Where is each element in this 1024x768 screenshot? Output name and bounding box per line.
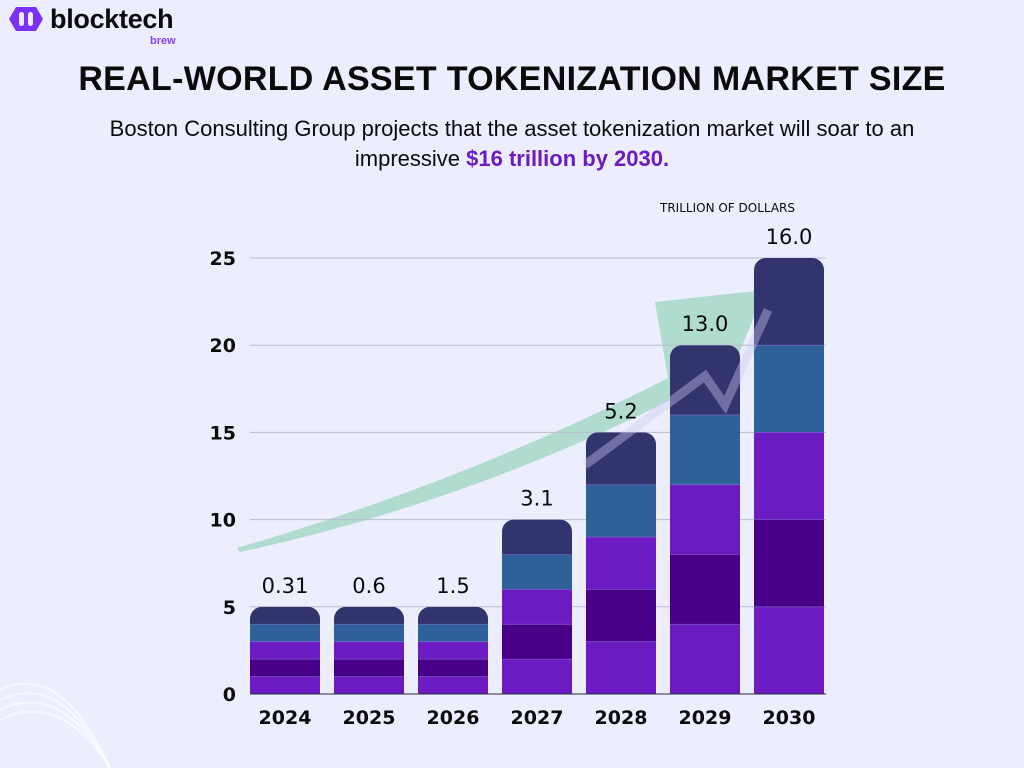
bar-segment (754, 519, 824, 607)
bar-segment (670, 484, 740, 555)
y-tick-label: 25 (210, 248, 236, 270)
bar-segment (502, 554, 572, 590)
bar-segment (334, 624, 404, 642)
x-tick-label: 2027 (511, 707, 564, 729)
bar-segment (586, 641, 656, 694)
bar (418, 606, 488, 694)
x-tick-label: 2030 (763, 707, 816, 729)
bar-segment (502, 589, 572, 625)
y-tick-label: 10 (210, 510, 236, 532)
bar-segment (502, 624, 572, 660)
bar (250, 606, 320, 694)
subtitle-highlight: $16 trillion by 2030. (466, 146, 670, 171)
x-tick-label: 2026 (427, 707, 480, 729)
subtitle-text: Boston Consulting Group projects that th… (109, 116, 915, 171)
bar (670, 345, 740, 694)
bar-segment (586, 484, 656, 538)
bar (586, 432, 656, 694)
bar-segment (754, 606, 824, 694)
bar-segment (418, 676, 488, 694)
y-tick-label: 15 (210, 422, 236, 444)
value-label: 3.1 (520, 487, 553, 511)
value-label: 0.31 (262, 574, 309, 598)
x-tick-label: 2028 (595, 707, 648, 729)
value-label: 13.0 (682, 312, 729, 336)
bar-segment (418, 606, 488, 625)
decorative-swoosh (0, 682, 111, 768)
decorative-swoosh (0, 710, 111, 768)
bar (754, 258, 824, 694)
brand-sub: brew (150, 35, 176, 47)
decorative-swoosh (0, 691, 111, 768)
bar-segment (754, 432, 824, 520)
bar-segment (250, 659, 320, 677)
bar-segment (754, 258, 824, 346)
decorative-swoosh (0, 701, 111, 768)
bar-segment (250, 641, 320, 660)
page-title: REAL-WORLD ASSET TOKENIZATION MARKET SIZ… (78, 60, 946, 98)
trend-arrow (237, 290, 765, 552)
bar (502, 519, 572, 694)
bar-segment (586, 589, 656, 642)
bar-segment (250, 624, 320, 642)
subtitle: Boston Consulting Group projects that th… (70, 114, 954, 174)
bar-segment (418, 641, 488, 660)
bar-segment (334, 676, 404, 694)
brand-logo: blocktech (8, 4, 174, 34)
x-tick-label: 2029 (679, 707, 732, 729)
bar-segment (586, 537, 656, 590)
bar-segment (334, 659, 404, 677)
hexagon-logo-icon (9, 7, 43, 31)
bar-segment (418, 624, 488, 642)
bar-segment (250, 676, 320, 694)
bar-segment (670, 554, 740, 625)
x-tick-label: 2025 (343, 707, 396, 729)
bar (334, 606, 404, 694)
bar-segment (670, 624, 740, 694)
brand-name: blocktech (50, 4, 174, 34)
y-tick-label: 5 (223, 597, 236, 619)
bar-segment (334, 641, 404, 660)
bar-segment (502, 519, 572, 555)
bar-segment (670, 414, 740, 485)
unit-label: TRILLION OF DOLLARS (660, 201, 796, 215)
y-tick-label: 20 (210, 335, 236, 357)
y-tick-label: 0 (223, 684, 236, 706)
value-label: 1.5 (436, 574, 469, 598)
value-label: 16.0 (766, 225, 813, 249)
x-tick-label: 2024 (259, 707, 312, 729)
value-label: 0.6 (352, 574, 385, 598)
bar-segment (418, 659, 488, 677)
bar-segment (754, 345, 824, 433)
bar-segment (586, 432, 656, 485)
bar-segment (250, 606, 320, 625)
bar-segment (334, 606, 404, 625)
bar-segment (502, 659, 572, 694)
trend-zigzag (582, 308, 773, 469)
value-label: 5.2 (604, 399, 637, 423)
bar-segment (670, 345, 740, 415)
